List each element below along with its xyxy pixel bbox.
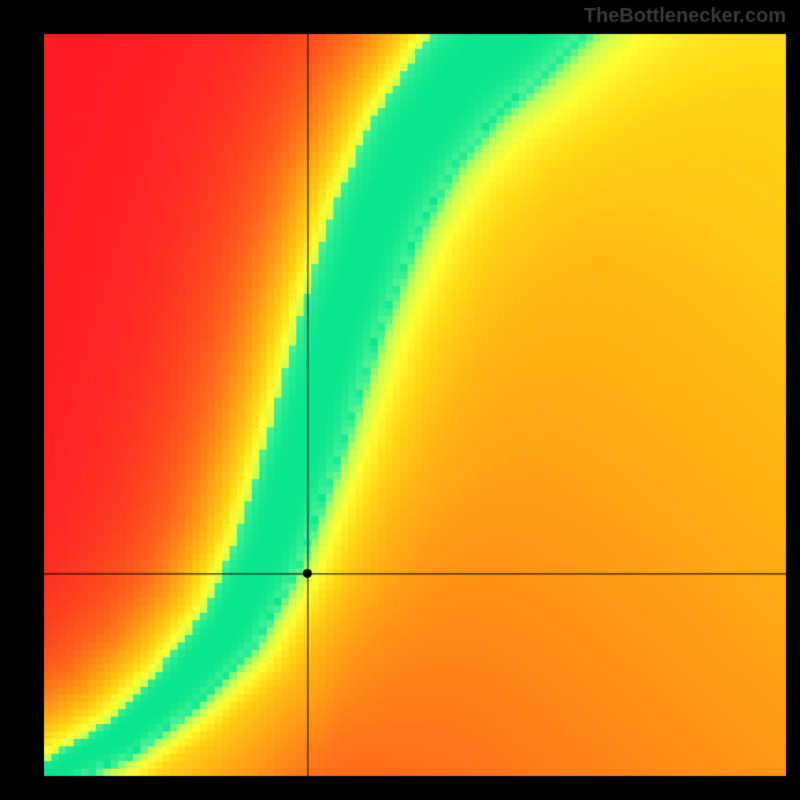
heatmap-canvas [0, 0, 800, 800]
chart-container: TheBottlenecker.com [0, 0, 800, 800]
